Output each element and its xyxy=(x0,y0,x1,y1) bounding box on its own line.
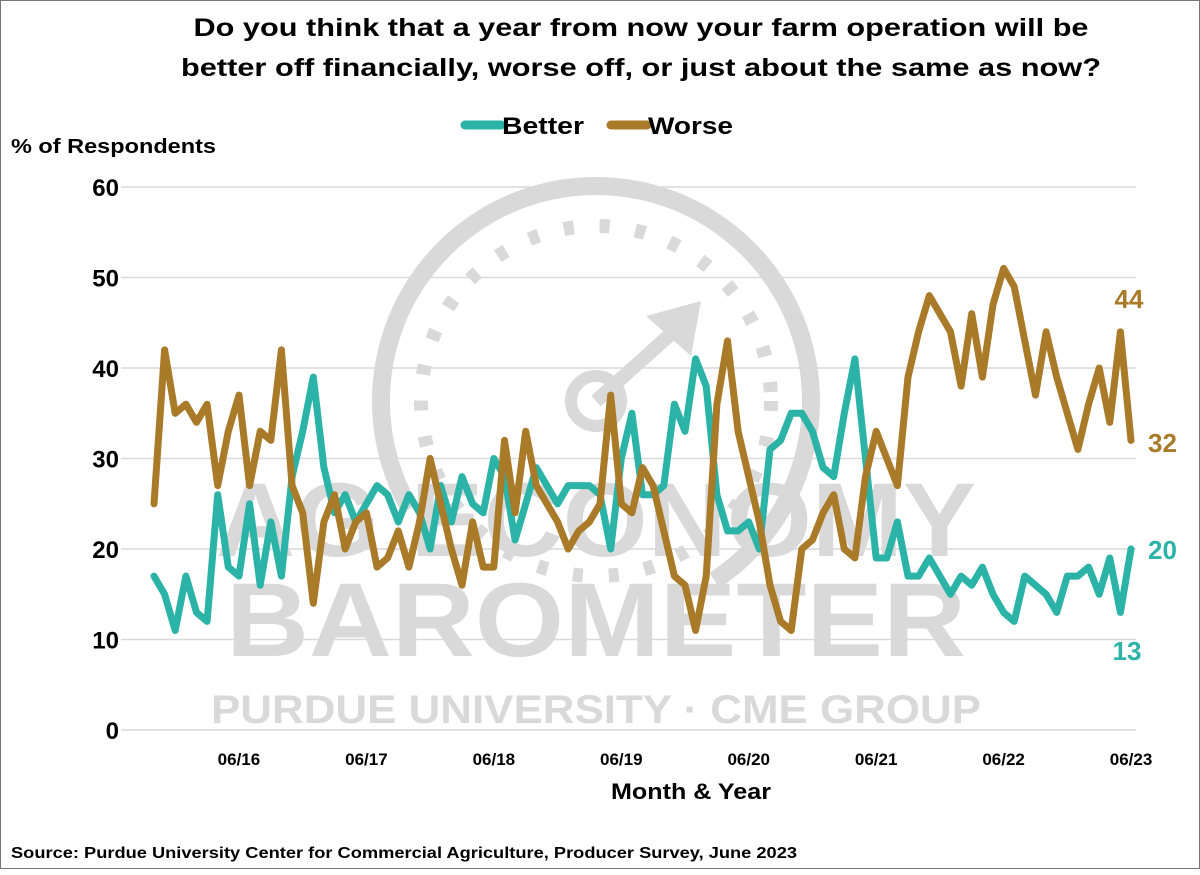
series-line-better xyxy=(150,355,1135,634)
x-tick-label: 06/21 xyxy=(855,750,898,769)
x-tick-label: 06/17 xyxy=(345,750,388,769)
data-label: 13 xyxy=(1113,636,1142,666)
x-axis-label: Month & Year xyxy=(611,779,771,804)
chart-title-line-2: better off financially, worse off, or ju… xyxy=(181,54,1101,82)
y-tick-label: 50 xyxy=(92,266,119,293)
watermark-logo: AG ECONOMY BAROMETER PURDUE UNIVERSITY ·… xyxy=(211,176,981,732)
x-tick-label: 06/19 xyxy=(600,750,643,769)
y-tick-label: 40 xyxy=(92,356,119,383)
x-tick-label: 06/22 xyxy=(982,750,1025,769)
watermark-line-3: PURDUE UNIVERSITY · CME GROUP xyxy=(211,688,981,732)
data-label: 44 xyxy=(1115,284,1144,314)
y-axis-label: % of Respondents xyxy=(11,136,216,158)
y-tick-label: 60 xyxy=(92,175,119,202)
data-label: 32 xyxy=(1148,428,1177,458)
x-tick-label: 06/16 xyxy=(218,750,261,769)
x-tick-label: 06/18 xyxy=(473,750,516,769)
series-line-worse xyxy=(150,264,1135,634)
legend: Better Worse xyxy=(460,113,733,140)
x-tick-label: 06/20 xyxy=(727,750,770,769)
y-tick-label: 0 xyxy=(106,718,119,745)
chart-title-line-1: Do you think that a year from now your f… xyxy=(194,14,1089,42)
data-label: 20 xyxy=(1148,535,1177,565)
y-tick-label: 30 xyxy=(92,447,119,474)
source-note: Source: Purdue University Center for Com… xyxy=(11,845,797,862)
x-tick-label: 06/23 xyxy=(1110,750,1153,769)
y-tick-label: 20 xyxy=(92,537,119,564)
legend-label-worse: Worse xyxy=(648,113,733,140)
legend-label-better: Better xyxy=(502,113,584,140)
watermark-line-2: BAROMETER xyxy=(226,562,966,679)
y-tick-label: 10 xyxy=(92,628,119,655)
